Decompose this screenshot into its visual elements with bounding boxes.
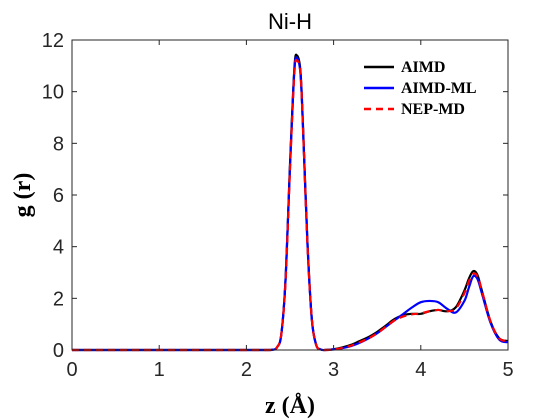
y-tick-label: 8	[53, 133, 64, 155]
y-tick-label: 4	[53, 237, 64, 259]
x-tick-label: 0	[66, 359, 77, 381]
legend-label-nep-md: NEP-MD	[401, 101, 465, 118]
y-tick-label: 6	[53, 185, 64, 207]
x-tick-label: 1	[154, 359, 165, 381]
y-tick-label: 2	[53, 288, 64, 310]
legend: AIMD AIMD-ML NEP-MD	[364, 59, 477, 118]
y-axis-label: g (r)	[10, 173, 36, 218]
x-tick-label: 3	[328, 359, 339, 381]
x-tick-label: 4	[415, 359, 426, 381]
legend-label-aimd-ml: AIMD-ML	[401, 80, 477, 97]
legend-label-aimd: AIMD	[401, 59, 445, 76]
x-axis-label: z (Å)	[265, 393, 315, 419]
x-tick-label: 5	[502, 359, 513, 381]
y-tick-label: 0	[53, 340, 64, 362]
y-tick-label: 12	[42, 30, 64, 52]
x-tick-label: 2	[241, 359, 252, 381]
chart-title: Ni-H	[268, 9, 312, 34]
y-tick-label: 10	[42, 82, 64, 104]
